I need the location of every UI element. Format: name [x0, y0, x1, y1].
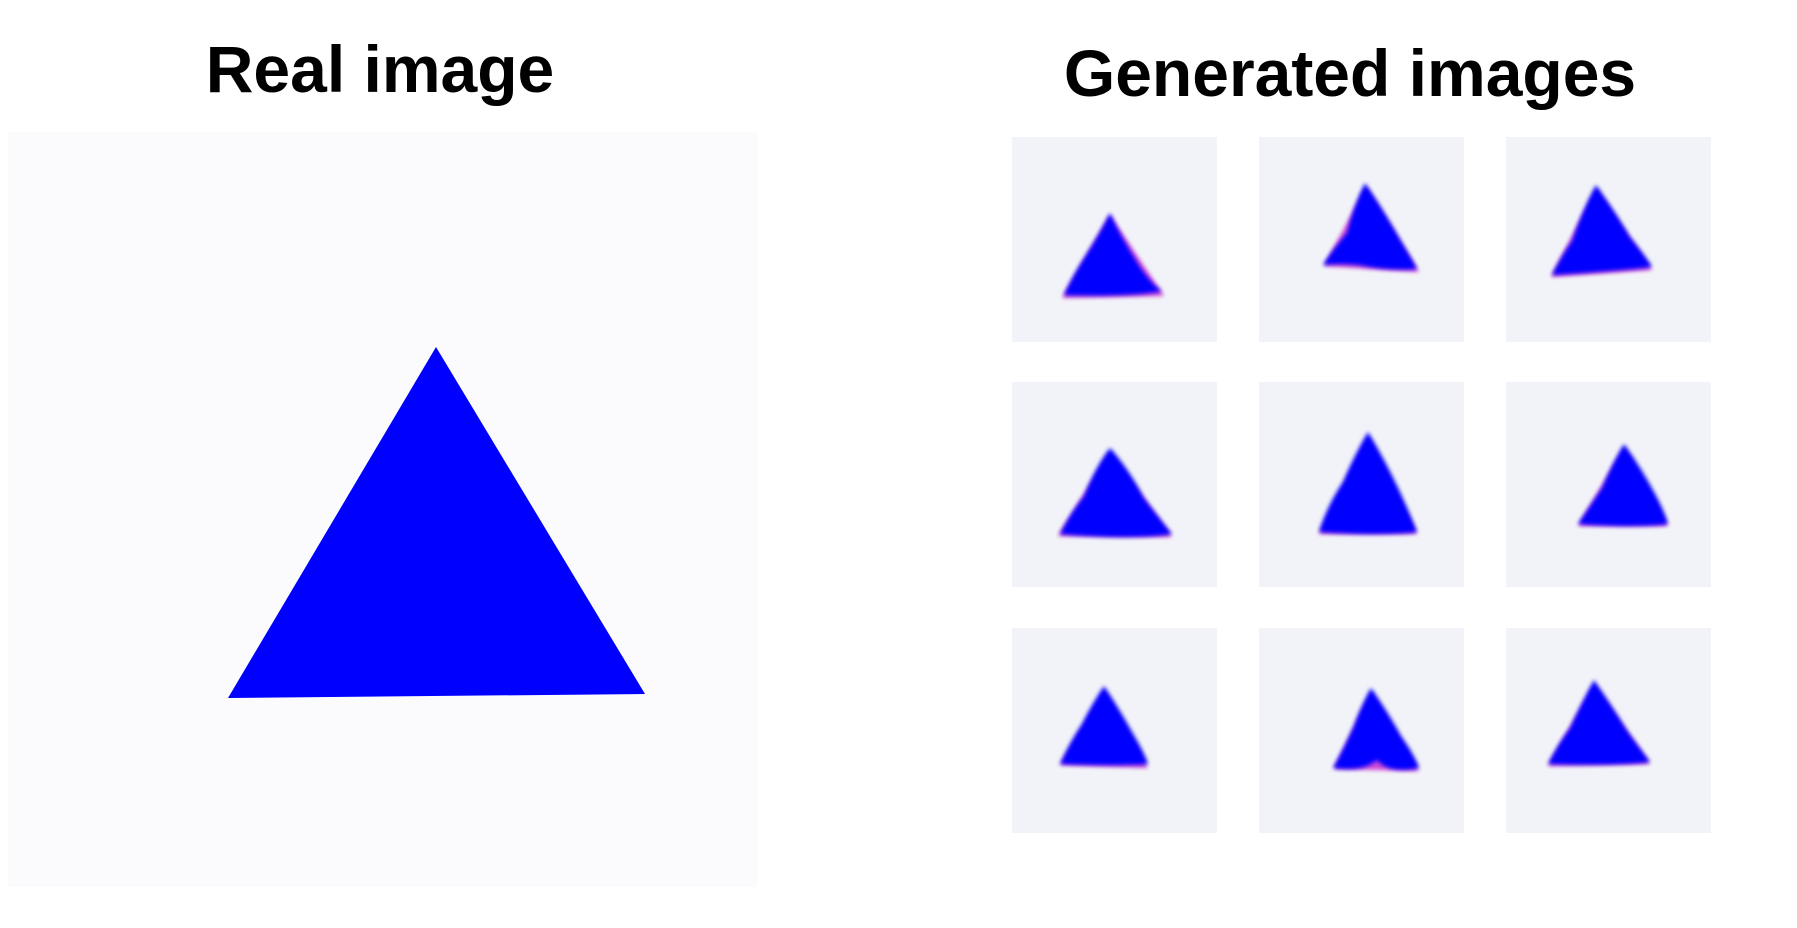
generated-images-title: Generated images: [1063, 36, 1637, 110]
generated-image-1: [1012, 137, 1217, 342]
generated-images-grid: [1012, 137, 1712, 833]
blurred-triangle-icon: [1548, 680, 1650, 766]
generated-image-2: [1259, 137, 1464, 342]
blurred-triangle-icon: [1062, 213, 1164, 298]
generated-image-4: [1012, 382, 1217, 587]
real-image-title: Real image: [205, 32, 555, 106]
generated-image-6: [1506, 382, 1711, 587]
generated-image-3: [1506, 137, 1711, 342]
blurred-triangle-icon: [1060, 686, 1148, 768]
blurred-triangle-icon: [1323, 183, 1419, 272]
generated-image-9: [1506, 628, 1711, 833]
blurred-triangle-icon: [1319, 432, 1417, 534]
real-image-panel: [8, 132, 758, 887]
generated-image-8: [1259, 628, 1464, 833]
real-triangle-icon: [228, 347, 645, 698]
blurred-triangle-icon: [1578, 444, 1668, 526]
blurred-triangle-icon: [1058, 448, 1172, 537]
blurred-triangle-icon: [1551, 185, 1652, 277]
generated-image-7: [1012, 628, 1217, 833]
generated-image-5: [1259, 382, 1464, 587]
blurred-triangle-icon: [1333, 688, 1419, 771]
